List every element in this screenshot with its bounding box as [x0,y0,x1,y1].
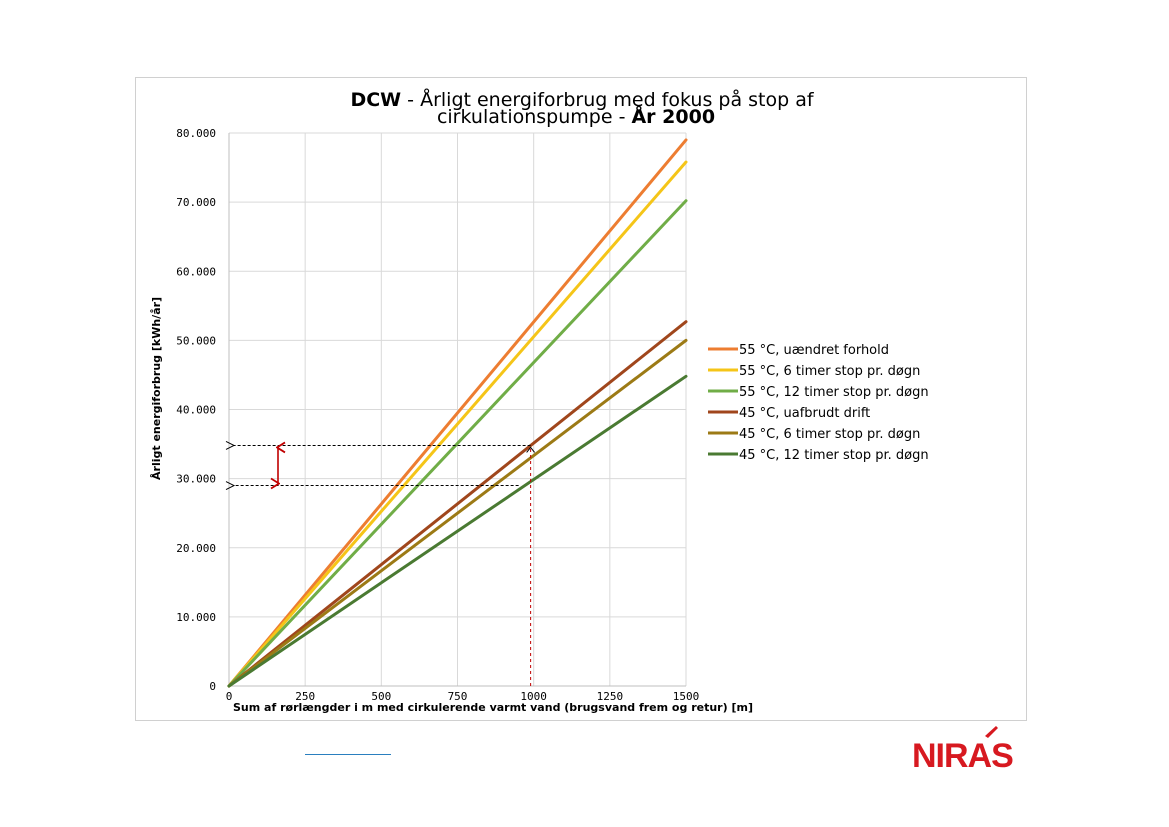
y-tick-label: 40.000 [176,404,216,417]
x-tick-label: 500 [371,690,391,703]
y-tick-label: 0 [209,680,216,693]
series-line-2 [227,160,688,688]
series-line-5 [227,338,688,688]
title-line2-part-1: År 2000 [631,104,715,128]
x-tick-label: 1500 [673,690,700,703]
legend-label-4: 45 °C, uafbrudt drift [739,406,870,421]
x-tick-label: 0 [226,690,233,703]
series-lines [227,138,688,688]
series-line-6 [227,374,688,688]
x-axis-label: Sum af rørlængder i m med cirkulerende v… [233,701,753,714]
x-tick-label: 1000 [520,690,547,703]
title-part-1: - Årligt energiforbrug med fokus på stop… [401,88,815,111]
legend-label-2: 55 °C, 6 timer stop pr. døgn [739,364,920,379]
svg-text:NIRAS: NIRAS [912,737,1013,772]
legend: 55 °C, uændret forhold 55 °C, 6 timer sto… [708,343,929,463]
title-part-0: DCW [350,89,401,111]
chart-title: DCW - Årligt energiforbrug med fokus på … [350,88,814,128]
x-tick-label: 250 [295,690,315,703]
series-line-3 [227,199,688,688]
y-tick-label: 80.000 [176,127,216,140]
chart-frame: DCW - Årligt energiforbrug med fokus på … [135,77,1027,721]
y-tick-label: 50.000 [176,334,216,347]
y-tick-label: 60.000 [176,265,216,278]
x-tick-label: 1250 [597,690,624,703]
legend-label-1: 55 °C, uændret forhold [739,343,889,358]
y-tick-label: 20.000 [176,542,216,555]
y-tick-label: 70.000 [176,196,216,209]
y-tick-label: 10.000 [176,611,216,624]
chart-title-line-1: DCW - Årligt energiforbrug med fokus på … [350,88,814,111]
legend-label-3: 55 °C, 12 timer stop pr. døgn [739,385,929,400]
series-line-1 [227,138,688,688]
footer-link-underline[interactable] [305,754,391,755]
gridlines [229,132,687,686]
chart-title-line-2: cirkulationspumpe - År 2000 [437,104,715,128]
y-tick-label: 30.000 [176,473,216,486]
title-line2-part-0: cirkulationspumpe - [437,106,632,128]
chart: DCW - Årligt energiforbrug med fokus på … [150,88,929,714]
axes: 0 250 500 750 1000 1250 1500 0 10.000 20.000 30.00… [176,127,699,703]
y-axis-label: Årligt energiforbrug [kWh/år] [150,297,163,480]
annotations [234,445,536,686]
x-tick-label: 750 [448,690,468,703]
vertical-marker-arrowhead [526,446,536,453]
legend-label-5: 45 °C, 6 timer stop pr. døgn [739,427,920,442]
niras-logo: NIRAS [912,726,1014,772]
series-line-4 [227,320,688,688]
legend-label-6: 45 °C, 12 timer stop pr. døgn [739,448,929,463]
